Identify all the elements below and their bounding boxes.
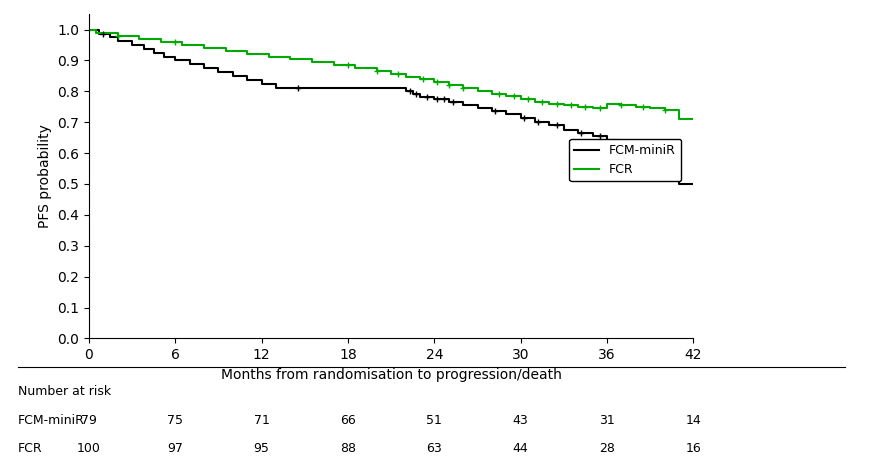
Legend: FCM-miniR, FCR: FCM-miniR, FCR <box>569 139 681 181</box>
FCR <box>177 42 188 48</box>
FCR <box>328 62 339 68</box>
Text: FCM-miniR: FCM-miniR <box>18 414 84 427</box>
FCR <box>501 92 512 97</box>
Line: FCR: FCR <box>89 30 693 119</box>
Text: 28: 28 <box>599 442 615 455</box>
FCM-miniR <box>558 123 569 128</box>
FCR <box>458 86 469 91</box>
FCM-miniR <box>84 27 94 32</box>
FCR <box>674 116 685 122</box>
FCM-miniR <box>573 130 583 136</box>
FCM-miniR <box>674 181 685 187</box>
Text: 97: 97 <box>167 442 183 455</box>
Text: 14: 14 <box>685 414 701 427</box>
FCR <box>84 27 94 32</box>
Text: 95: 95 <box>253 442 269 455</box>
Text: 31: 31 <box>599 414 615 427</box>
FCR <box>263 51 274 57</box>
Text: 75: 75 <box>167 414 183 427</box>
Text: 88: 88 <box>340 442 356 455</box>
Text: 71: 71 <box>253 414 269 427</box>
FCM-miniR <box>630 140 641 146</box>
FCR <box>516 96 526 102</box>
Line: FCM-miniR: FCM-miniR <box>89 30 693 184</box>
Text: 100: 100 <box>77 442 100 455</box>
FCR <box>688 116 699 122</box>
FCM-miniR <box>588 133 598 139</box>
Text: Number at risk: Number at risk <box>18 385 111 399</box>
Text: 79: 79 <box>81 414 97 427</box>
Text: FCR: FCR <box>18 442 43 455</box>
Text: 44: 44 <box>513 442 529 455</box>
Text: 66: 66 <box>340 414 356 427</box>
Text: 43: 43 <box>513 414 529 427</box>
FCM-miniR <box>112 39 123 44</box>
Text: 63: 63 <box>427 442 442 455</box>
Text: 16: 16 <box>685 442 701 455</box>
FCM-miniR <box>688 181 699 187</box>
FCM-miniR <box>573 127 583 133</box>
X-axis label: Months from randomisation to progression/death: Months from randomisation to progression… <box>220 368 562 382</box>
Y-axis label: PFS probability: PFS probability <box>37 124 52 228</box>
Text: 51: 51 <box>427 414 443 427</box>
